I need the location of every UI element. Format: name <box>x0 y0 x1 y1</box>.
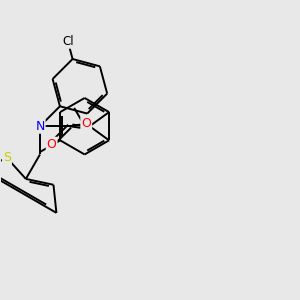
Text: O: O <box>47 138 57 151</box>
Text: Cl: Cl <box>62 35 74 48</box>
Text: N: N <box>35 120 45 133</box>
Text: S: S <box>3 152 11 164</box>
Text: O: O <box>81 117 91 130</box>
